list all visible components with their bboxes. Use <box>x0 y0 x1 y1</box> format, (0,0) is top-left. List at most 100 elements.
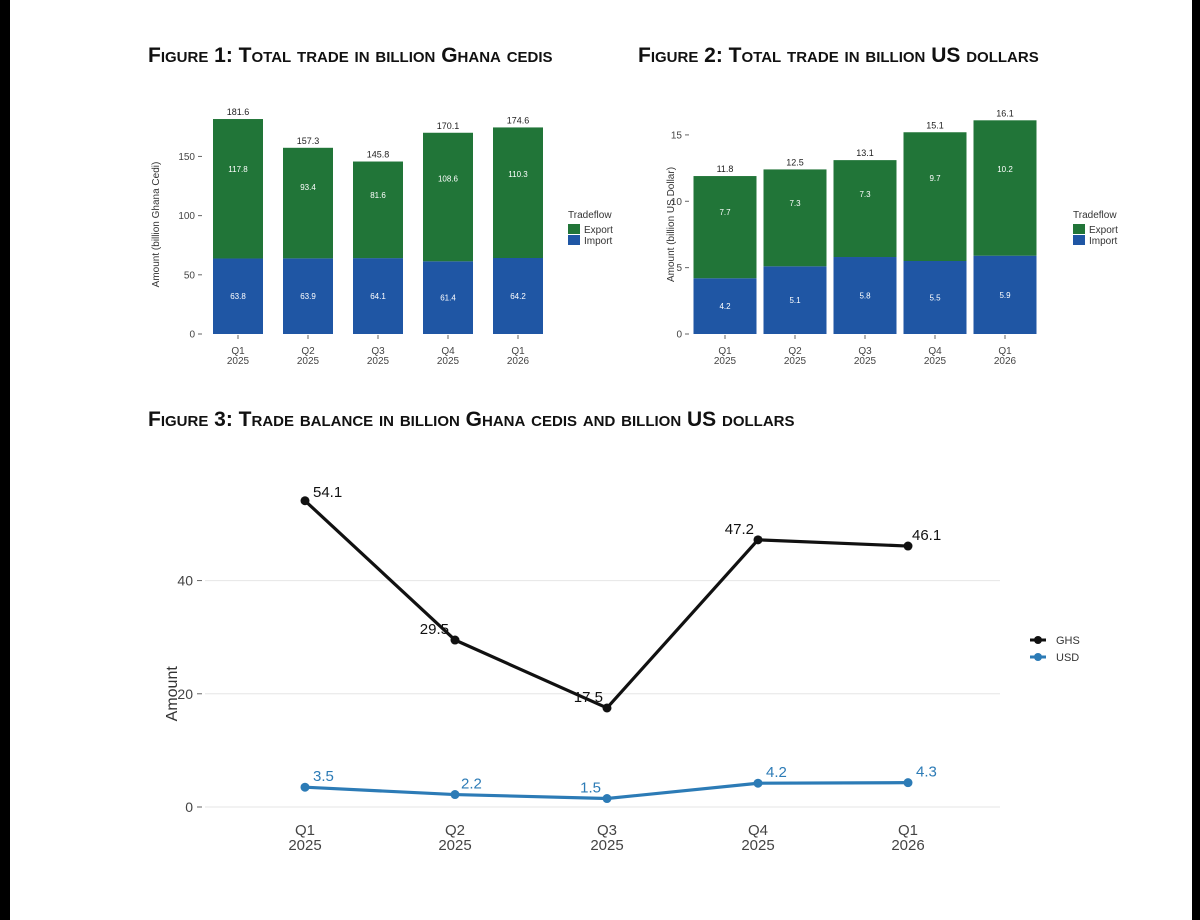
data-label-ghs: 29.5 <box>420 621 449 638</box>
data-label-total: 11.8 <box>717 164 734 174</box>
bar-export <box>833 160 897 258</box>
bar-import <box>423 261 473 334</box>
legend-marker-ghs <box>1034 636 1042 644</box>
data-label-export: 93.4 <box>300 183 316 192</box>
y-axis-title: Amount <box>164 666 181 722</box>
data-label-ghs: 46.1 <box>912 527 941 544</box>
data-label-import: 5.9 <box>999 291 1011 300</box>
figure-3-title: Figure 3: Trade balance in billion Ghana… <box>148 408 795 431</box>
y-axis-title: Amount (billion Ghana Cedi) <box>151 162 162 288</box>
data-label-total: 16.1 <box>996 108 1014 118</box>
bar-import <box>283 258 333 334</box>
data-point-usd <box>602 794 612 804</box>
x-tick-label: Q1 2025 <box>714 346 737 367</box>
data-label-usd: 3.5 <box>313 768 334 785</box>
bar-import <box>903 261 967 334</box>
data-label-export: 7.3 <box>789 199 801 208</box>
x-tick-label: Q4 2025 <box>924 346 947 367</box>
figure-1-chart: 0 50 100 150 Amount (billion Ghana Cedi) 63.8… <box>151 107 613 367</box>
x-tick-label: Q2 2025 <box>297 346 320 367</box>
bar-import <box>763 266 827 334</box>
data-label-ghs: 54.1 <box>313 484 342 501</box>
bar-export <box>353 161 403 259</box>
bar-export <box>493 127 543 259</box>
data-label-ghs: 17.5 <box>574 689 603 706</box>
data-label-total: 145.8 <box>367 150 390 160</box>
y-tick-label: 15 <box>671 130 683 141</box>
data-label-import: 4.2 <box>719 302 731 311</box>
x-tick-label: Q2 2025 <box>784 346 807 367</box>
data-label-total: 13.1 <box>856 148 874 158</box>
data-label-total: 15.1 <box>926 120 944 130</box>
bar-import <box>833 257 897 334</box>
data-label-total: 157.3 <box>297 136 320 146</box>
data-label-import: 64.1 <box>370 292 386 301</box>
y-tick-label: 5 <box>676 263 682 274</box>
x-tick-label: Q4 2025 <box>741 822 774 854</box>
legend-swatch-export <box>568 224 580 234</box>
x-tick-label: Q4 2025 <box>437 346 460 367</box>
data-label-export: 9.7 <box>929 174 941 183</box>
bar-export <box>973 120 1037 256</box>
series-line-ghs <box>303 499 909 710</box>
bar-export <box>423 132 473 262</box>
bar-export <box>763 169 827 267</box>
data-label-import: 5.1 <box>789 296 801 305</box>
x-tick-label: Q1 2026 <box>507 346 530 367</box>
data-label-import: 64.2 <box>510 292 526 301</box>
legend-title: Tradeflow <box>568 210 612 221</box>
y-tick-label: 100 <box>178 211 195 222</box>
x-tick-label: Q1 2026 <box>891 822 924 854</box>
legend-swatch-import <box>568 235 580 245</box>
data-label-export: 7.3 <box>859 190 871 199</box>
y-tick-label: 10 <box>671 197 683 208</box>
bar-export <box>213 119 263 259</box>
bar-export <box>693 176 757 279</box>
x-tick-label: Q3 2025 <box>590 822 623 854</box>
legend-label-import: Import <box>1089 236 1118 247</box>
bar-import <box>353 258 403 334</box>
bar-import <box>213 258 263 334</box>
data-label-import: 5.8 <box>859 292 871 301</box>
x-tick-label: Q1 2025 <box>227 346 250 367</box>
y-axis-title: Amount (billion US Dollar) <box>666 167 677 282</box>
bar-export <box>283 147 333 259</box>
data-label-export: 110.3 <box>508 170 528 179</box>
legend-swatch-import <box>1073 235 1085 245</box>
x-tick-label: Q1 2025 <box>288 822 321 854</box>
legend-label-export: Export <box>584 225 613 236</box>
legend-label-ghs: GHS <box>1056 635 1080 647</box>
legend-label-import: Import <box>584 236 613 247</box>
legend-title: Tradeflow <box>1073 210 1117 221</box>
legend-label-usd: USD <box>1056 652 1079 664</box>
y-tick-label: 0 <box>185 799 193 815</box>
data-label-import: 63.9 <box>300 292 316 301</box>
data-label-import: 5.5 <box>929 294 941 303</box>
data-point-usd <box>450 790 460 800</box>
figure-2-chart: 0 5 10 15 Amount (billion US Dollar) 4.2 7.7 11… <box>666 108 1118 367</box>
data-point-usd <box>903 778 913 788</box>
figure-2-title: Figure 2: Total trade in billion US doll… <box>638 44 1039 67</box>
x-tick-label: Q2 2025 <box>438 822 471 854</box>
right-border <box>1192 0 1200 920</box>
data-point-ghs <box>602 703 612 713</box>
data-label-export: 10.2 <box>997 165 1013 174</box>
y-tick-label: 0 <box>676 330 682 341</box>
figure-3-chart: 0 20 40 Amount Q1 2025 Q2 2025 Q3 2025 Q4 2025 Q1 202… <box>164 484 1080 854</box>
y-tick-label: 20 <box>177 686 193 702</box>
data-label-export: 117.8 <box>228 165 248 174</box>
data-label-export: 81.6 <box>370 191 386 200</box>
data-point-ghs <box>450 635 460 645</box>
legend-swatch-export <box>1073 224 1085 234</box>
data-label-usd: 1.5 <box>580 780 601 797</box>
data-label-export: 7.7 <box>719 208 731 217</box>
data-label-import: 61.4 <box>440 294 456 303</box>
data-point-usd <box>753 778 763 788</box>
bar-export <box>903 132 967 261</box>
y-tick-label: 40 <box>177 573 193 589</box>
data-label-total: 181.6 <box>227 107 250 117</box>
data-label-total: 174.6 <box>507 115 530 125</box>
data-point-ghs <box>300 496 310 506</box>
x-tick-label: Q3 2025 <box>367 346 390 367</box>
left-border <box>0 0 10 920</box>
